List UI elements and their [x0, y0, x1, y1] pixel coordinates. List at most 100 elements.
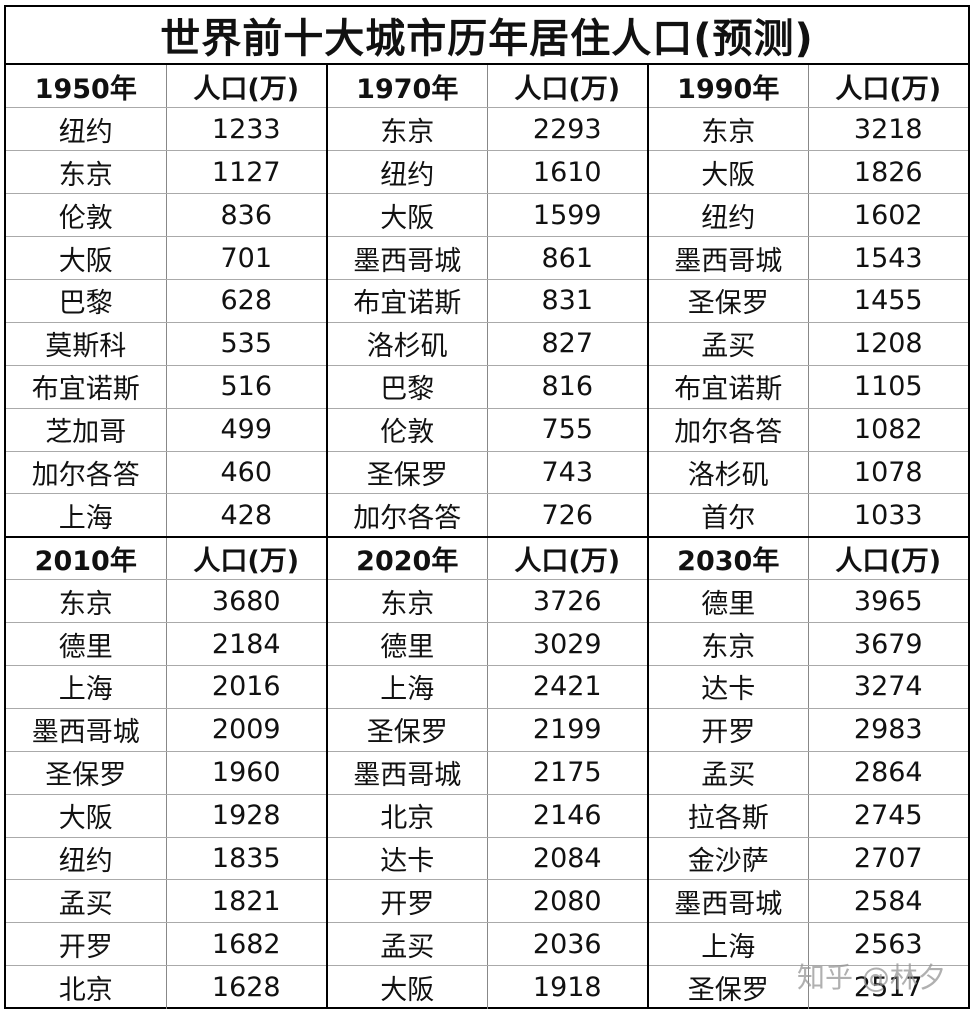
population-cell: 2009	[166, 708, 328, 752]
year-header: 1990年	[648, 65, 809, 109]
city-cell: 圣保罗	[6, 751, 167, 795]
population-cell: 2517	[853, 971, 923, 1003]
population-cell: 516	[166, 365, 328, 409]
population-header: 人口(万)	[808, 536, 968, 581]
city-cell: 加尔各答	[648, 408, 809, 452]
city-cell: 金沙萨	[648, 837, 809, 881]
city-cell: 加尔各答	[327, 493, 488, 538]
population-cell: 3029	[487, 622, 649, 666]
population-cell: 861	[487, 236, 649, 280]
population-table: 1950年 人口(万) 1970年 人口(万) 1990年 人口(万) 纽约 1233 东京 22…	[6, 65, 968, 1009]
population-cell: 3965	[808, 579, 968, 624]
population-cell: 1918	[487, 965, 649, 1009]
table-row: 上海 2016 上海 2421 达卡 3274	[6, 665, 968, 709]
city-cell: 纽约	[6, 107, 167, 152]
city-cell: 东京	[6, 150, 167, 195]
city-cell: 孟买	[327, 922, 488, 967]
year-header: 2010年	[6, 536, 167, 581]
city-cell: 大阪	[6, 236, 167, 280]
year-header: 1950年	[6, 65, 167, 109]
table-row: 北京 1628 大阪 1918 圣保罗 2517	[6, 965, 968, 1009]
city-cell: 开罗	[648, 708, 809, 752]
population-cell: 2199	[487, 708, 649, 752]
population-cell: 726	[487, 493, 649, 538]
population-cell: 3726	[487, 579, 649, 624]
population-cell: 2707	[808, 837, 968, 881]
page-title: 世界前十大城市历年居住人口(预测)	[6, 7, 968, 65]
population-cell: 2080	[487, 879, 649, 924]
city-cell: 布宜诺斯	[648, 365, 809, 409]
population-cell: 2184	[166, 622, 328, 666]
population-cell: 2864	[808, 751, 968, 795]
city-cell: 孟买	[648, 751, 809, 795]
city-cell: 纽约	[327, 150, 488, 195]
city-cell: 圣保罗	[648, 279, 809, 323]
table-row: 上海 428 加尔各答 726 首尔 1033	[6, 493, 968, 538]
table-row: 孟买 1821 开罗 2080 墨西哥城 2584	[6, 879, 968, 924]
population-cell: 1826	[808, 150, 968, 195]
city-cell: 大阪	[648, 150, 809, 195]
city-cell: 东京	[648, 622, 809, 666]
population-cell: 1455	[808, 279, 968, 323]
city-cell: 北京	[6, 965, 167, 1009]
city-cell: 上海	[6, 665, 167, 709]
population-cell: 1821	[166, 879, 328, 924]
population-cell: 2421	[487, 665, 649, 709]
population-cell: 1682	[166, 922, 328, 967]
population-cell: 1628	[166, 965, 328, 1009]
city-cell: 首尔	[648, 493, 809, 538]
table-row: 开罗 1682 孟买 2036 上海 2563	[6, 922, 968, 967]
city-cell: 墨西哥城	[6, 708, 167, 752]
population-cell: 2293	[487, 107, 649, 152]
population-cell: 743	[487, 451, 649, 495]
population-cell: 628	[166, 279, 328, 323]
population-cell: 1599	[487, 193, 649, 238]
city-cell: 墨西哥城	[648, 879, 809, 924]
city-cell: 芝加哥	[6, 408, 167, 452]
city-cell: 东京	[648, 107, 809, 152]
population-cell: 2036	[487, 922, 649, 967]
population-cell: 2146	[487, 794, 649, 838]
population-cell: 1543	[808, 236, 968, 280]
city-cell: 德里	[327, 622, 488, 666]
table-row: 布宜诺斯 516 巴黎 816 布宜诺斯 1105	[6, 365, 968, 409]
city-cell: 大阪	[6, 794, 167, 838]
population-cell: 3680	[166, 579, 328, 624]
city-cell: 巴黎	[6, 279, 167, 323]
city-cell: 德里	[648, 579, 809, 624]
table-row: 纽约 1835 达卡 2084 金沙萨 2707	[6, 837, 968, 881]
population-cell: 2016	[166, 665, 328, 709]
table-row: 德里 2184 德里 3029 东京 3679	[6, 622, 968, 666]
population-table-sheet: 世界前十大城市历年居住人口(预测) 1950年 人口(万) 1970年 人口(万) 19…	[4, 5, 970, 1009]
population-cell: 1033	[808, 493, 968, 538]
population-cell: 3274	[808, 665, 968, 709]
city-cell: 东京	[327, 107, 488, 152]
population-header: 人口(万)	[166, 536, 328, 581]
population-cell: 836	[166, 193, 328, 238]
city-cell: 圣保罗	[327, 451, 488, 495]
city-cell: 大阪	[327, 193, 488, 238]
city-cell: 巴黎	[327, 365, 488, 409]
header-row: 1950年 人口(万) 1970年 人口(万) 1990年 人口(万)	[6, 65, 968, 109]
table-row: 莫斯科 535 洛杉矶 827 孟买 1208	[6, 322, 968, 366]
population-cell: 2084	[487, 837, 649, 881]
population-cell: 3679	[808, 622, 968, 666]
city-cell: 墨西哥城	[648, 236, 809, 280]
year-header: 2020年	[327, 536, 488, 581]
population-cell: 1835	[166, 837, 328, 881]
city-cell: 达卡	[327, 837, 488, 881]
city-cell: 加尔各答	[6, 451, 167, 495]
population-cell: 2175	[487, 751, 649, 795]
city-cell: 东京	[327, 579, 488, 624]
population-cell: 827	[487, 322, 649, 366]
city-cell: 开罗	[6, 922, 167, 967]
population-cell: 1602	[808, 193, 968, 238]
table-row: 东京 3680 东京 3726 德里 3965	[6, 579, 968, 624]
population-cell: 1960	[166, 751, 328, 795]
population-cell: 1208	[808, 322, 968, 366]
population-cell: 460	[166, 451, 328, 495]
population-header: 人口(万)	[487, 536, 649, 581]
city-cell: 纽约	[648, 193, 809, 238]
city-cell: 德里	[6, 622, 167, 666]
city-cell: 孟买	[648, 322, 809, 366]
